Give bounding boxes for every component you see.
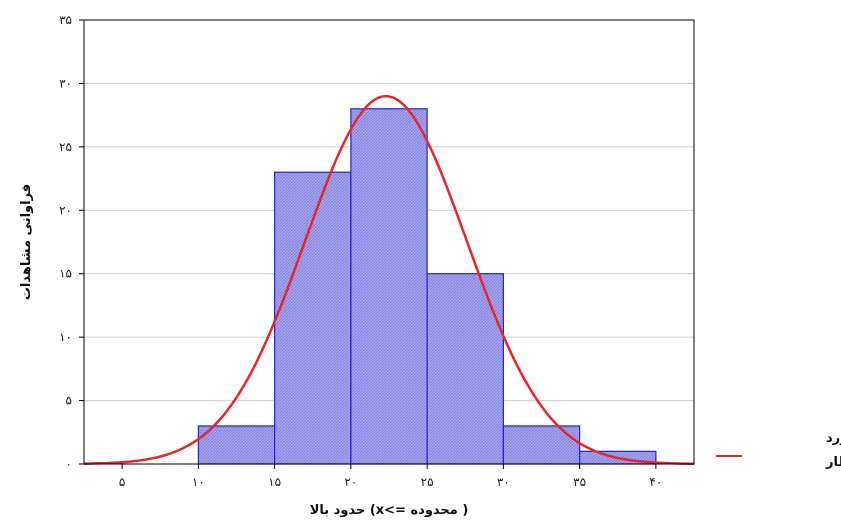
x-tick-label: ۴۰ [649,475,662,489]
x-tick-label: ۳۰ [497,475,510,489]
y-tick-label: ۲۵ [59,140,72,154]
y-tick-label: ۱۵ [59,267,72,281]
x-tick-label: ۲۰ [344,475,357,489]
x-axis-title: ( محدوده =>x) حدود بالا [310,503,469,518]
y-axis-title: فراوانی مشاهدات [19,184,34,300]
histogram-bar [275,172,351,464]
histogram-bar [427,274,503,464]
histogram-bar [503,426,579,464]
y-tick-label: ۵ [66,394,72,408]
x-tick-label: ۲۵ [421,475,434,489]
y-tick-label: ۳۰ [59,76,72,90]
y-tick-label: ۱۰ [59,330,72,344]
x-tick-label: ۵ [119,475,125,489]
histogram-bar [198,426,274,464]
legend: نرمال مورد انتظار [716,431,841,470]
x-tick-label: ۱۵ [268,475,281,489]
histogram-bars [198,109,656,464]
histogram-bar [351,109,427,464]
legend-label-line-2: انتظار [825,455,841,470]
y-tick-label: ۰ [66,457,72,471]
x-tick-label: ۳۵ [573,475,586,489]
legend-label-line-1: نرمال مورد [826,431,841,446]
y-tick-label: ۳۵ [59,13,72,27]
y-tick-label: ۲۰ [59,203,72,217]
x-tick-label: ۱۰ [192,475,205,489]
